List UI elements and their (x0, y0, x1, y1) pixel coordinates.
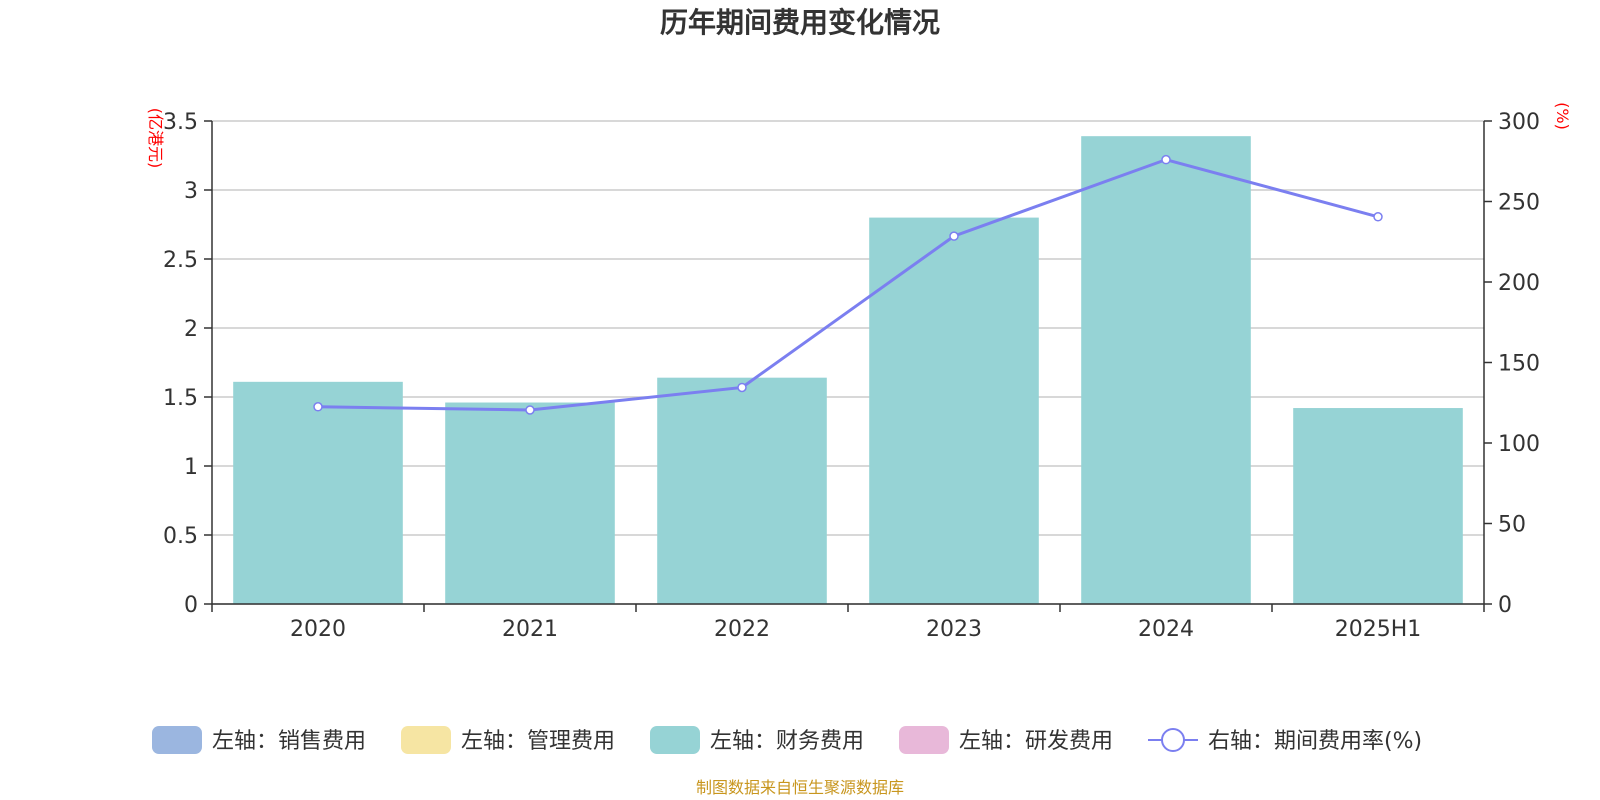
line-layer (313, 154, 1383, 415)
x-axis-tick-label: 2022 (714, 617, 770, 642)
bar-2025H1 (1293, 408, 1463, 604)
right-axis-tick-label: 0 (1498, 593, 1512, 618)
bar-layer (233, 136, 1463, 604)
line-point-2023 (949, 231, 959, 241)
x-axis-tick-label: 2024 (1138, 617, 1194, 642)
chart-title: 历年期间费用变化情况 (660, 6, 940, 39)
right-axis-tick-label: 100 (1498, 432, 1540, 457)
left-axis-tick-label: 3.5 (163, 110, 198, 135)
right-axis-tick-label: 150 (1498, 352, 1540, 377)
legend-label: 左轴：销售费用 (212, 729, 366, 754)
source-note: 制图数据来自恒生聚源数据库 (696, 778, 904, 797)
legend-label: 右轴：期间费用率(%) (1208, 729, 1422, 754)
legend-label: 左轴：管理费用 (461, 729, 615, 754)
legend-marker (1161, 728, 1185, 752)
legend-label: 左轴：研发费用 (959, 729, 1113, 754)
left-axis-tick-label: 0 (184, 593, 198, 618)
legend-swatch (152, 726, 202, 754)
legend-item[interactable]: 左轴：管理费用 (401, 726, 615, 754)
line-point-2025H1 (1373, 212, 1383, 222)
bar-2020 (233, 381, 403, 604)
left-axis-tick-label: 2 (184, 317, 198, 342)
line-point-2020 (313, 402, 323, 412)
x-axis-tick-label: 2021 (502, 617, 558, 642)
bar-2023 (869, 217, 1039, 604)
right-axis-tick-label: 250 (1498, 191, 1540, 216)
legend-item[interactable]: 左轴：研发费用 (899, 726, 1113, 754)
legend-item[interactable]: 左轴：销售费用 (152, 726, 366, 754)
axis-layer: 0 0.5 1 1.5 2 2.5 3 3.5 0 50 100 150 200 250 300 (亿港元) (… (146, 102, 1572, 642)
legend-item[interactable]: 右轴：期间费用率(%) (1148, 728, 1422, 754)
x-axis-tick-label: 2023 (926, 617, 982, 642)
line-series-rate (317, 158, 1379, 412)
left-axis-tick-label: 2.5 (163, 248, 198, 273)
left-axis-unit: (亿港元) (146, 108, 165, 169)
left-axis-tick-label: 1 (184, 455, 198, 480)
grid-layer (212, 120, 1484, 605)
bar-2024 (1081, 136, 1251, 604)
legend-item[interactable]: 左轴：财务费用 (650, 726, 864, 754)
right-axis-tick-label: 50 (1498, 513, 1526, 538)
line-point-2024 (1161, 154, 1171, 165)
legend-swatch (899, 726, 949, 754)
right-axis-tick-label: 200 (1498, 271, 1540, 296)
legend-swatch (650, 726, 700, 754)
right-axis-tick-label: 300 (1498, 110, 1540, 135)
x-axis-tick-label: 2020 (290, 617, 346, 642)
legend-label: 左轴：财务费用 (710, 729, 864, 754)
left-axis-tick-label: 0.5 (163, 524, 198, 549)
line-point-2022 (737, 382, 747, 393)
left-axis-tick-label: 3 (184, 179, 198, 204)
bar-2021 (445, 402, 615, 604)
right-axis-unit: (%) (1553, 102, 1572, 130)
legend: 左轴：销售费用 左轴：管理费用 左轴：财务费用 左轴：研发费用 右轴：期间费用率(%) (152, 726, 1422, 754)
line-point-2021 (525, 405, 535, 415)
bar-2022 (657, 377, 827, 604)
left-axis-tick-label: 1.5 (163, 386, 198, 411)
legend-swatch (401, 726, 451, 754)
x-axis-tick-label: 2025H1 (1335, 617, 1422, 642)
